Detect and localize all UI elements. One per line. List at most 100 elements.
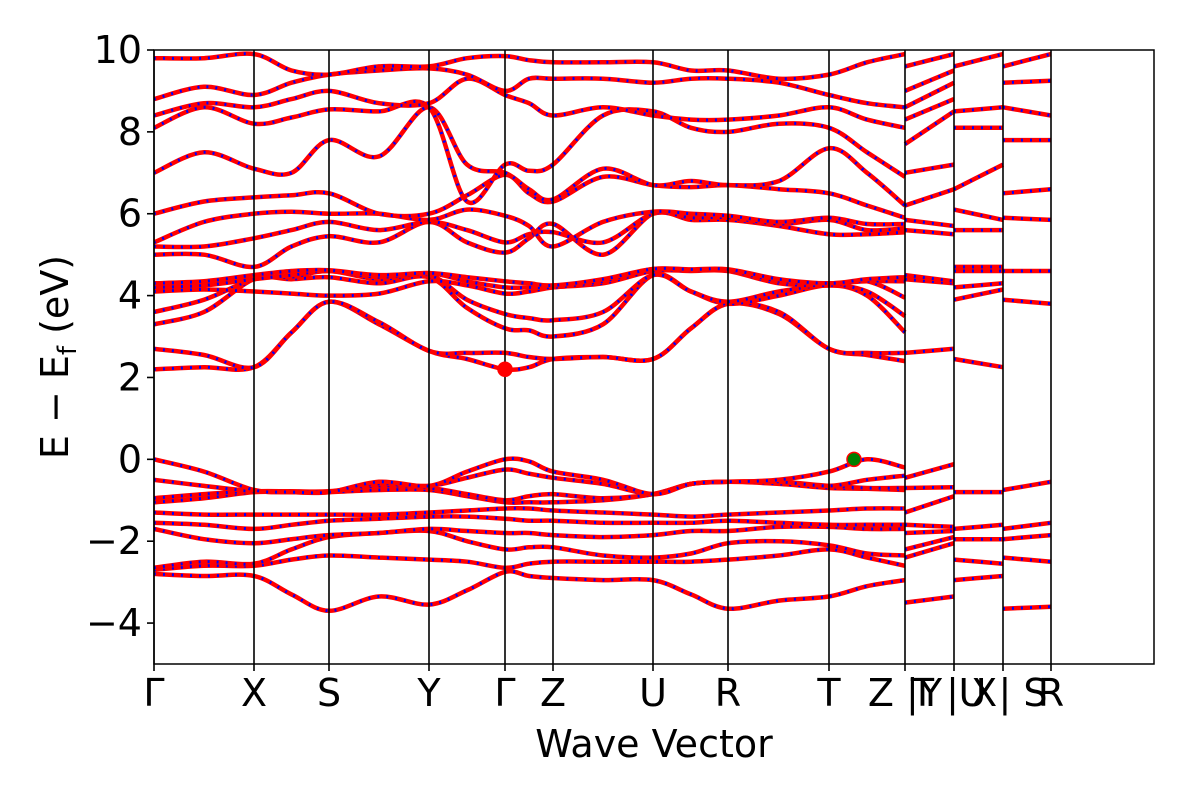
band-line-dotted-s3-b11 [1002, 79, 1052, 85]
band-line-s1-b2 [904, 534, 955, 552]
band-line-s1-b11 [904, 227, 955, 237]
x-tick-label-12: R [1038, 671, 1064, 715]
band-line-s3-b0 [1002, 604, 1052, 611]
x-tick-label-3: Y [416, 671, 441, 715]
x-tick-label-9: Z |Y [868, 671, 943, 716]
band-line-dotted-s1-b8 [904, 347, 955, 355]
x-tick-label-7: R [715, 671, 741, 715]
x-tick-label-4: Γ [494, 671, 515, 715]
y-axis-ticks: −4 −2 0 2 4 6 8 10 [86, 28, 154, 645]
band-line-dotted-s1-b12 [904, 218, 955, 228]
band-line-dotted-s3-b1 [1002, 556, 1052, 564]
band-line-s0-b0 [154, 569, 906, 614]
band-line-s0-b9 [154, 456, 906, 497]
band-line-dotted-s0-b24 [154, 66, 906, 109]
band-line-dotted-s1-b0 [904, 595, 955, 605]
band-line-dotted-s0-b21 [154, 105, 906, 207]
extrema-markers [497, 361, 862, 468]
band-line-dotted-s3-b5 [1002, 298, 1052, 306]
band-line-s2-b15 [953, 51, 1004, 69]
band-line-dotted-s1-b10 [904, 273, 955, 283]
band-line-s2-b0 [953, 573, 1004, 583]
band-line-s1-b1 [904, 541, 955, 560]
band-line-s0-b25 [154, 51, 906, 82]
band-line-s1-b19 [904, 51, 955, 69]
band-line-dotted-s1-b11 [904, 228, 955, 236]
band-line-s1-b13 [904, 187, 955, 208]
band-extremum-marker-0 [497, 361, 513, 378]
band-line-s1-b18 [904, 68, 955, 93]
x-tick-label-6: U [639, 671, 667, 715]
band-extremum-marker-1 [846, 451, 862, 468]
y-tick-label-5: 6 [118, 192, 142, 236]
band-line-s1-b5 [904, 494, 955, 515]
band-line-dotted-s0-b20 [154, 173, 906, 220]
y-tick-label-4: 4 [118, 274, 142, 318]
band-line-s2-b3 [953, 522, 1004, 532]
band-line-dotted-s0-b8 [154, 468, 906, 496]
band-line-s3-b1 [1002, 555, 1052, 564]
band-line-dotted-s3-b7 [1002, 216, 1052, 222]
band-line-s1-b16 [904, 97, 955, 122]
y-axis-label: E − Ef (eV) [33, 255, 83, 459]
x-axis-label: Wave Vector [535, 722, 773, 766]
band-line-s3-b8 [1002, 186, 1052, 196]
band-line-dotted-s1-b6 [904, 485, 955, 490]
band-line-s0-b1 [154, 547, 906, 573]
band-line-s1-b4 [904, 522, 955, 530]
band-line-dotted-s1-b3 [904, 529, 955, 535]
y-axis-label-main: E − E [33, 355, 77, 459]
band-line-s1-b6 [904, 484, 955, 491]
band-line-s3-b5 [1002, 297, 1052, 307]
band-line-dotted-s2-b1 [953, 558, 1004, 566]
band-line-dotted-s1-b4 [904, 523, 955, 529]
bands-layer [154, 51, 1052, 614]
band-line-dotted-s3-b2 [1002, 533, 1052, 541]
band-line-dotted-s1-b14 [904, 163, 955, 175]
x-tick-label-8: T [816, 671, 841, 715]
x-tick-label-11: U | S [959, 671, 1048, 716]
x-tick-label-0: Γ [143, 671, 164, 715]
band-line-dotted-s3-b0 [1002, 605, 1052, 611]
band-line-s0-b16 [154, 266, 906, 288]
band-line-s3-b4 [1002, 479, 1052, 493]
band-line-s3-b7 [1002, 215, 1052, 223]
band-line-dotted-s2-b12 [953, 163, 1004, 191]
band-line-s3-b10 [1002, 105, 1052, 118]
y-axis-label-subscript: f [53, 345, 83, 355]
y-tick-label-7: 10 [94, 28, 142, 72]
band-line-s1-b7 [904, 462, 955, 480]
band-line-dotted-s0-b17 [154, 210, 906, 269]
band-line-dotted-s1-b17 [904, 81, 955, 109]
band-line-dotted-s3-b3 [1002, 521, 1052, 531]
band-line-s0-b5 [154, 505, 906, 519]
y-tick-label-1: −2 [86, 519, 142, 563]
x-tick-label-5: Z [540, 671, 566, 715]
band-line-dotted-s2-b3 [953, 523, 1004, 531]
plot-frame [153, 49, 1155, 665]
band-line-s1-b12 [904, 217, 955, 229]
band-line-s0-b3 [154, 524, 906, 546]
band-line-dotted-s2-b14 [953, 105, 1004, 113]
band-line-dotted-s2-b5 [953, 357, 1004, 369]
band-line-s2-b5 [953, 356, 1004, 370]
band-line-s3-b11 [1002, 78, 1052, 85]
band-line-s1-b0 [904, 594, 955, 605]
y-tick-label-6: 8 [118, 110, 142, 154]
x-tick-label-10: T | X [910, 671, 997, 716]
band-line-dotted-s3-b8 [1002, 187, 1052, 195]
y-tick-label-0: −4 [86, 601, 142, 645]
band-line-s2-b1 [953, 557, 1004, 566]
band-line-s2-b14 [953, 105, 1004, 114]
band-line-s2-b11 [953, 207, 1004, 223]
y-tick-label-3: 2 [118, 355, 142, 399]
band-line-s1-b3 [904, 528, 955, 536]
band-line-s0-b2 [154, 528, 906, 571]
band-line-s2-b6 [953, 287, 1004, 302]
band-line-dotted-s3-b10 [1002, 105, 1052, 117]
y-tick-label-2: 0 [118, 437, 142, 481]
x-tick-label-2: S [317, 671, 341, 715]
band-line-s0-b4 [154, 514, 905, 532]
